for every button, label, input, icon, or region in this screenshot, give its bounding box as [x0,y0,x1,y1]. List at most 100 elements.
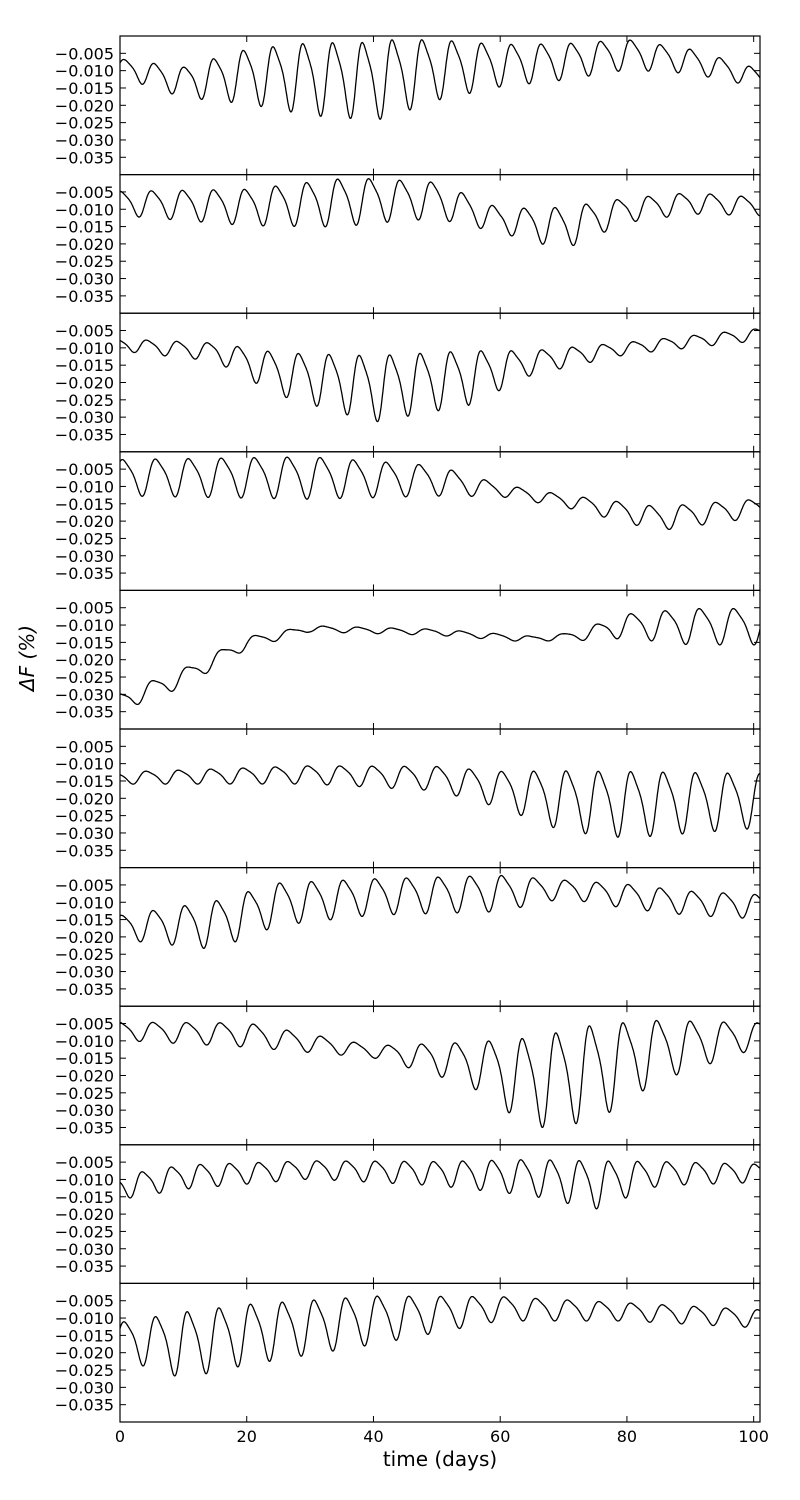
y-tick-label: −0.035 [55,703,114,722]
panel-frame [119,866,761,1007]
y-tick-label: −0.010 [55,893,114,912]
y-tick-label: −0.005 [55,876,114,895]
x-tick-label: 100 [738,1427,769,1446]
y-tick-label: −0.035 [55,1396,114,1415]
panel-8: −0.005−0.010−0.015−0.020−0.025−0.030−0.0… [55,1005,761,1146]
y-tick-label: −0.025 [55,391,114,410]
y-tick-label: −0.025 [55,1222,114,1241]
y-tick-label: −0.020 [55,651,114,670]
series-line-panel-5 [120,607,760,706]
panel-6: −0.005−0.010−0.015−0.020−0.025−0.030−0.0… [55,728,761,869]
y-tick-label: −0.020 [55,928,114,947]
series-line-panel-7 [120,874,760,949]
y-tick-label: −0.025 [55,529,114,548]
panel-frame [119,1282,761,1423]
y-tick-label: −0.015 [55,79,114,98]
y-tick-label: −0.020 [55,1344,114,1363]
y-tick-label: −0.010 [55,1170,114,1189]
y-tick-label: −0.005 [55,460,114,479]
y-tick-label: −0.015 [55,1326,114,1345]
y-tick-label: −0.025 [55,668,114,687]
y-tick-label: −0.030 [55,270,114,289]
y-tick-label: −0.020 [55,374,114,393]
y-tick-label: −0.035 [55,1118,114,1137]
y-tick-label: −0.015 [55,911,114,930]
y-tick-label: −0.035 [55,1257,114,1276]
panel-5: −0.005−0.010−0.015−0.020−0.025−0.030−0.0… [55,589,761,730]
panel-3: −0.005−0.010−0.015−0.020−0.025−0.030−0.0… [55,312,761,453]
y-tick-label: −0.010 [55,339,114,358]
y-tick-label: −0.020 [55,789,114,808]
panel-7: −0.005−0.010−0.015−0.020−0.025−0.030−0.0… [55,866,761,1007]
y-tick-label: −0.015 [55,633,114,652]
y-tick-label: −0.010 [55,1309,114,1328]
y-tick-label: −0.005 [55,322,114,341]
y-tick-label: −0.035 [55,287,114,306]
y-tick-label: −0.015 [55,1188,114,1207]
y-tick-label: −0.030 [55,1101,114,1120]
y-tick-label: −0.035 [55,425,114,444]
y-tick-label: −0.005 [55,737,114,756]
panel-10: −0.005−0.010−0.015−0.020−0.025−0.030−0.0… [55,1282,761,1423]
panel-1: −0.005−0.010−0.015−0.020−0.025−0.030−0.0… [55,35,761,176]
y-tick-label: −0.010 [55,616,114,635]
y-tick-label: −0.030 [55,1240,114,1259]
panel-2: −0.005−0.010−0.015−0.020−0.025−0.030−0.0… [55,174,761,314]
y-tick-label: −0.010 [55,200,114,219]
y-tick-label: −0.015 [55,356,114,375]
y-tick-label: −0.020 [55,512,114,531]
y-tick-label: −0.030 [55,131,114,150]
y-tick-label: −0.020 [55,1067,114,1086]
panel-group: −0.005−0.010−0.015−0.020−0.025−0.030−0.0… [55,35,761,1423]
panel-4: −0.005−0.010−0.015−0.020−0.025−0.030−0.0… [55,451,761,591]
series-line-panel-3 [120,328,760,423]
y-tick-label: −0.020 [55,96,114,115]
y-tick-label: −0.005 [55,44,114,63]
y-tick-label: −0.005 [55,1015,114,1034]
y-tick-label: −0.020 [55,1205,114,1224]
series-line-panel-8 [120,1019,760,1129]
y-tick-label: −0.005 [55,1153,114,1172]
y-tick-label: −0.035 [55,841,114,860]
y-tick-label: −0.005 [55,599,114,618]
x-tick-label: 20 [237,1427,257,1446]
x-tick-label: 40 [363,1427,383,1446]
x-axis-label: time (days) [383,1447,497,1471]
y-tick-label: −0.025 [55,1361,114,1380]
y-tick-label: −0.035 [55,564,114,583]
y-tick-label: −0.030 [55,547,114,566]
x-tick-label: 80 [617,1427,637,1446]
series-line-panel-4 [120,456,760,531]
y-tick-label: −0.030 [55,408,114,427]
y-tick-label: −0.015 [55,1049,114,1068]
y-tick-label: −0.015 [55,218,114,237]
y-tick-label: −0.025 [55,114,114,133]
x-tick-label: 60 [490,1427,510,1446]
y-tick-label: −0.025 [55,252,114,271]
panel-frame [119,1144,761,1285]
y-tick-label: −0.025 [55,807,114,826]
panel-frame [119,728,761,869]
y-tick-label: −0.030 [55,1378,114,1397]
x-tick-labels: 0 20 40 60 80 100 [115,1427,769,1446]
panel-frame [119,312,761,453]
y-tick-label: −0.025 [55,945,114,964]
panel-frame [119,35,761,176]
y-tick-label: −0.030 [55,685,114,704]
series-line-panel-10 [120,1295,760,1377]
x-tick-label: 0 [115,1427,125,1446]
y-tick-label: −0.015 [55,495,114,514]
y-tick-label: −0.005 [55,1292,114,1311]
y-tick-label: −0.030 [55,824,114,843]
y-tick-label: −0.010 [55,62,114,81]
y-axis-label: ΔF (%) [15,625,39,693]
panel-9: −0.005−0.010−0.015−0.020−0.025−0.030−0.0… [55,1144,761,1285]
series-line-panel-2 [120,178,760,247]
series-line-panel-6 [120,765,760,838]
y-tick-label: −0.025 [55,1084,114,1103]
y-tick-label: −0.005 [55,183,114,202]
y-tick-label: −0.010 [55,1032,114,1051]
y-tick-label: −0.035 [55,148,114,167]
y-tick-label: −0.035 [55,980,114,999]
